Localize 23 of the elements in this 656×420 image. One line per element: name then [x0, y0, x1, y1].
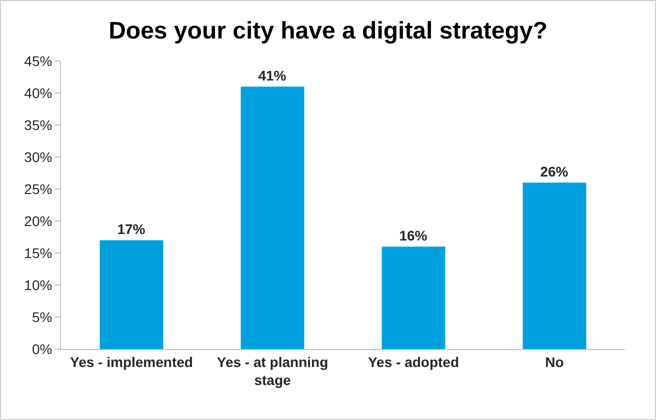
y-tick-label: 15% — [24, 244, 52, 261]
bar — [240, 86, 304, 349]
y-tick-label: 0% — [32, 340, 52, 357]
data-label: 17% — [117, 221, 146, 238]
bar — [382, 246, 446, 349]
y-tick-label: 40% — [24, 84, 52, 101]
y-tick-label: 5% — [32, 308, 52, 325]
x-tick-label: Yes - implemented — [70, 354, 193, 370]
x-tick-label: Yes - at planning stage — [216, 354, 328, 388]
chart-title: Does your city have a digital strategy? — [108, 18, 548, 45]
x-tick-label: No — [545, 354, 564, 370]
bar — [522, 182, 586, 349]
y-tick-label: 35% — [24, 116, 52, 133]
data-label: 16% — [399, 228, 428, 244]
data-label: 26% — [540, 164, 569, 180]
y-tick-label: 10% — [24, 276, 52, 293]
y-tick-label: 45% — [24, 52, 52, 69]
y-tick-label: 25% — [24, 180, 52, 197]
y-tick-label: 20% — [24, 212, 52, 229]
bar — [100, 240, 164, 349]
data-label: 41% — [258, 68, 287, 84]
y-tick-label: 30% — [24, 148, 52, 165]
x-tick-label: Yes - adopted — [368, 354, 460, 370]
